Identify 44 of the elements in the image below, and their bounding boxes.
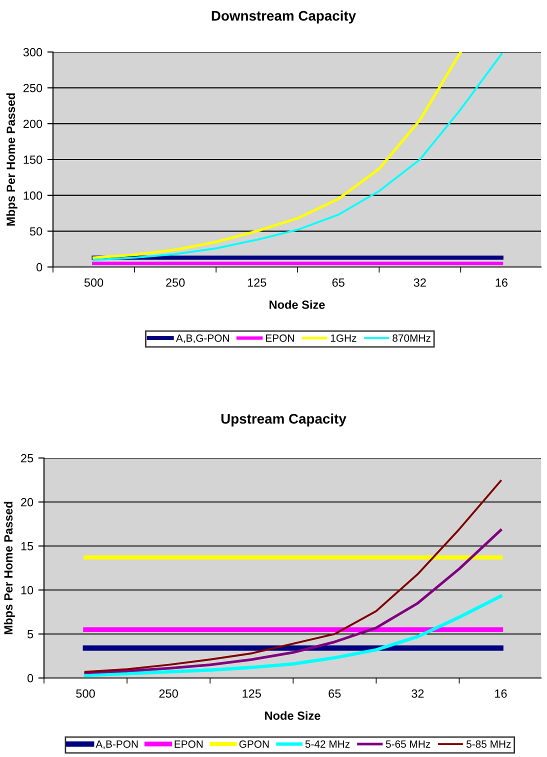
x-axis-title: Node Size <box>270 300 325 309</box>
y-tick-label: 250 <box>23 84 42 92</box>
y-tick-label: 0 <box>36 263 42 272</box>
y-tick-label: 20 <box>21 498 34 506</box>
x-tick-label: 500 <box>84 278 104 287</box>
line-series <box>84 480 502 673</box>
x-tick-label: 250 <box>159 689 178 698</box>
legend-label: 5-42 MHz <box>305 740 350 748</box>
legend-label: A,B,G-PON <box>176 334 229 344</box>
y-tick-label: 200 <box>23 120 42 128</box>
x-tick-label: 65 <box>332 278 344 287</box>
x-tick-label: 65 <box>328 689 341 698</box>
y-tick-label: 50 <box>30 227 42 236</box>
legend-label: EPON <box>266 334 294 342</box>
y-tick-label: 150 <box>24 156 42 164</box>
y-axis-title: Mbps Per Home Passed <box>4 502 15 634</box>
chart-title: Downstream Capacity <box>212 10 356 24</box>
y-tick-label: 5 <box>27 630 34 638</box>
x-axis-title: Node Size <box>265 711 320 720</box>
line-series <box>84 594 502 678</box>
y-tick-label: 15 <box>21 542 34 550</box>
x-tick-label: 500 <box>76 689 95 698</box>
legend-label: 1GHz <box>330 334 356 342</box>
y-tick-label: 300 <box>23 48 42 56</box>
y-axis-title: Mbps Per Home Passed <box>6 93 18 226</box>
x-tick-label: 16 <box>495 689 507 698</box>
legend-label: A,B-PON <box>96 740 138 750</box>
y-tick-label: 25 <box>21 454 34 462</box>
y-tick-label: 10 <box>21 586 34 594</box>
legend-label: 870MHz <box>392 334 430 342</box>
legend-label: EPON <box>174 740 203 748</box>
x-tick-label: 125 <box>242 689 261 698</box>
x-tick-label: 125 <box>248 278 266 287</box>
chart-title: Upstream Capacity <box>221 414 346 426</box>
legend-label: 5-65 MHz <box>386 740 430 748</box>
x-tick-label: 32 <box>414 278 426 287</box>
legend-label: 5-85 MHz <box>466 740 511 748</box>
line-series <box>84 528 502 674</box>
y-tick-label: 100 <box>24 191 42 200</box>
x-tick-label: 16 <box>496 278 508 287</box>
legend-label: GPON <box>239 740 269 748</box>
y-tick-label: 0 <box>27 674 34 682</box>
x-tick-label: 250 <box>166 278 185 287</box>
x-tick-label: 32 <box>412 689 424 698</box>
